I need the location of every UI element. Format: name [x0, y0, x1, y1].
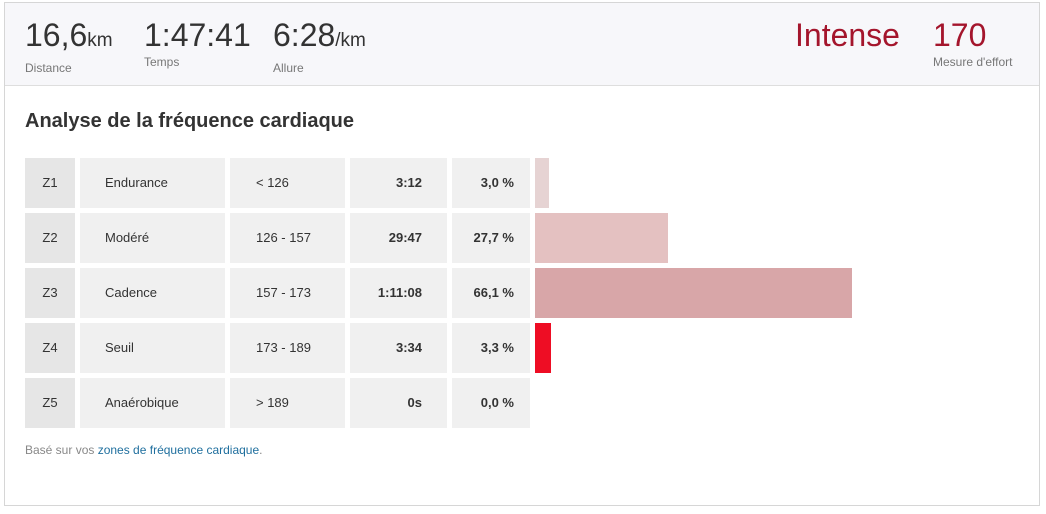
time-label: Temps: [144, 55, 180, 69]
heart-rate-zones-link[interactable]: zones de fréquence cardiaque: [97, 443, 260, 457]
intensity-value: Intense: [795, 17, 900, 53]
zone-range: 173 - 189: [230, 323, 345, 373]
zone-id: Z4: [25, 323, 75, 373]
distance-value: 16,6: [25, 17, 88, 53]
zone-range: 157 - 173: [230, 268, 345, 318]
zone-percent: 3,3 %: [452, 323, 530, 373]
activity-card: 16,6km Distance 1:47:41 Temps 6:28/km Al…: [4, 2, 1040, 506]
zone-percent: 3,0 %: [452, 158, 530, 208]
zone-name: Cadence: [80, 268, 225, 318]
zone-id: Z2: [25, 213, 75, 263]
zone-time: 3:34: [350, 323, 447, 373]
distance-unit: km: [87, 30, 113, 51]
zone-name: Anaérobique: [80, 378, 225, 428]
pace-value: 6:28: [273, 17, 336, 53]
zone-range: < 126: [230, 158, 345, 208]
zone-percent: 66,1 %: [452, 268, 530, 318]
effort-label: Mesure d'effort: [933, 55, 1013, 69]
zone-row: Z2 Modéré 126 - 157 29:47 27,7 %: [25, 213, 1025, 263]
stat-effort: 170 Mesure d'effort: [933, 17, 1012, 69]
zone-row: Z4 Seuil 173 - 189 3:34 3,3 %: [25, 323, 1025, 373]
zone-row: Z1 Endurance < 126 3:12 3,0 %: [25, 158, 1025, 208]
zone-range: > 189: [230, 378, 345, 428]
stat-distance: 16,6km Distance: [25, 17, 113, 75]
footnote: Basé sur vos zones de fréquence cardiaqu…: [25, 443, 263, 457]
effort-value: 170: [933, 17, 987, 53]
zone-percent: 0,0 %: [452, 378, 530, 428]
stat-pace: 6:28/km Allure: [273, 17, 366, 75]
zone-bar: [535, 158, 549, 208]
zone-id: Z5: [25, 378, 75, 428]
zone-row: Z5 Anaérobique > 189 0s 0,0 %: [25, 378, 1025, 428]
zone-row: Z3 Cadence 157 - 173 1:11:08 66,1 %: [25, 268, 1025, 318]
footnote-suffix: .: [259, 443, 263, 457]
zone-percent: 27,7 %: [452, 213, 530, 263]
zone-range: 126 - 157: [230, 213, 345, 263]
zone-time: 0s: [350, 378, 447, 428]
time-value: 1:47:41: [144, 17, 251, 53]
zone-bar: [535, 268, 852, 318]
zone-name: Modéré: [80, 213, 225, 263]
zone-name: Seuil: [80, 323, 225, 373]
zone-time: 29:47: [350, 213, 447, 263]
footnote-prefix: Basé sur vos: [25, 443, 98, 457]
section-title: Analyse de la fréquence cardiaque: [25, 110, 355, 132]
zone-bar: [535, 323, 551, 373]
zone-name: Endurance: [80, 158, 225, 208]
stat-time: 1:47:41 Temps: [144, 17, 251, 69]
distance-label: Distance: [25, 61, 72, 75]
pace-unit: /km: [335, 30, 366, 51]
zone-bar: [535, 213, 668, 263]
stat-intensity: Intense: [795, 17, 900, 53]
zone-time: 1:11:08: [350, 268, 447, 318]
zone-id: Z1: [25, 158, 75, 208]
summary-bar: 16,6km Distance 1:47:41 Temps 6:28/km Al…: [5, 3, 1039, 86]
zone-time: 3:12: [350, 158, 447, 208]
pace-label: Allure: [273, 61, 304, 75]
zone-id: Z3: [25, 268, 75, 318]
